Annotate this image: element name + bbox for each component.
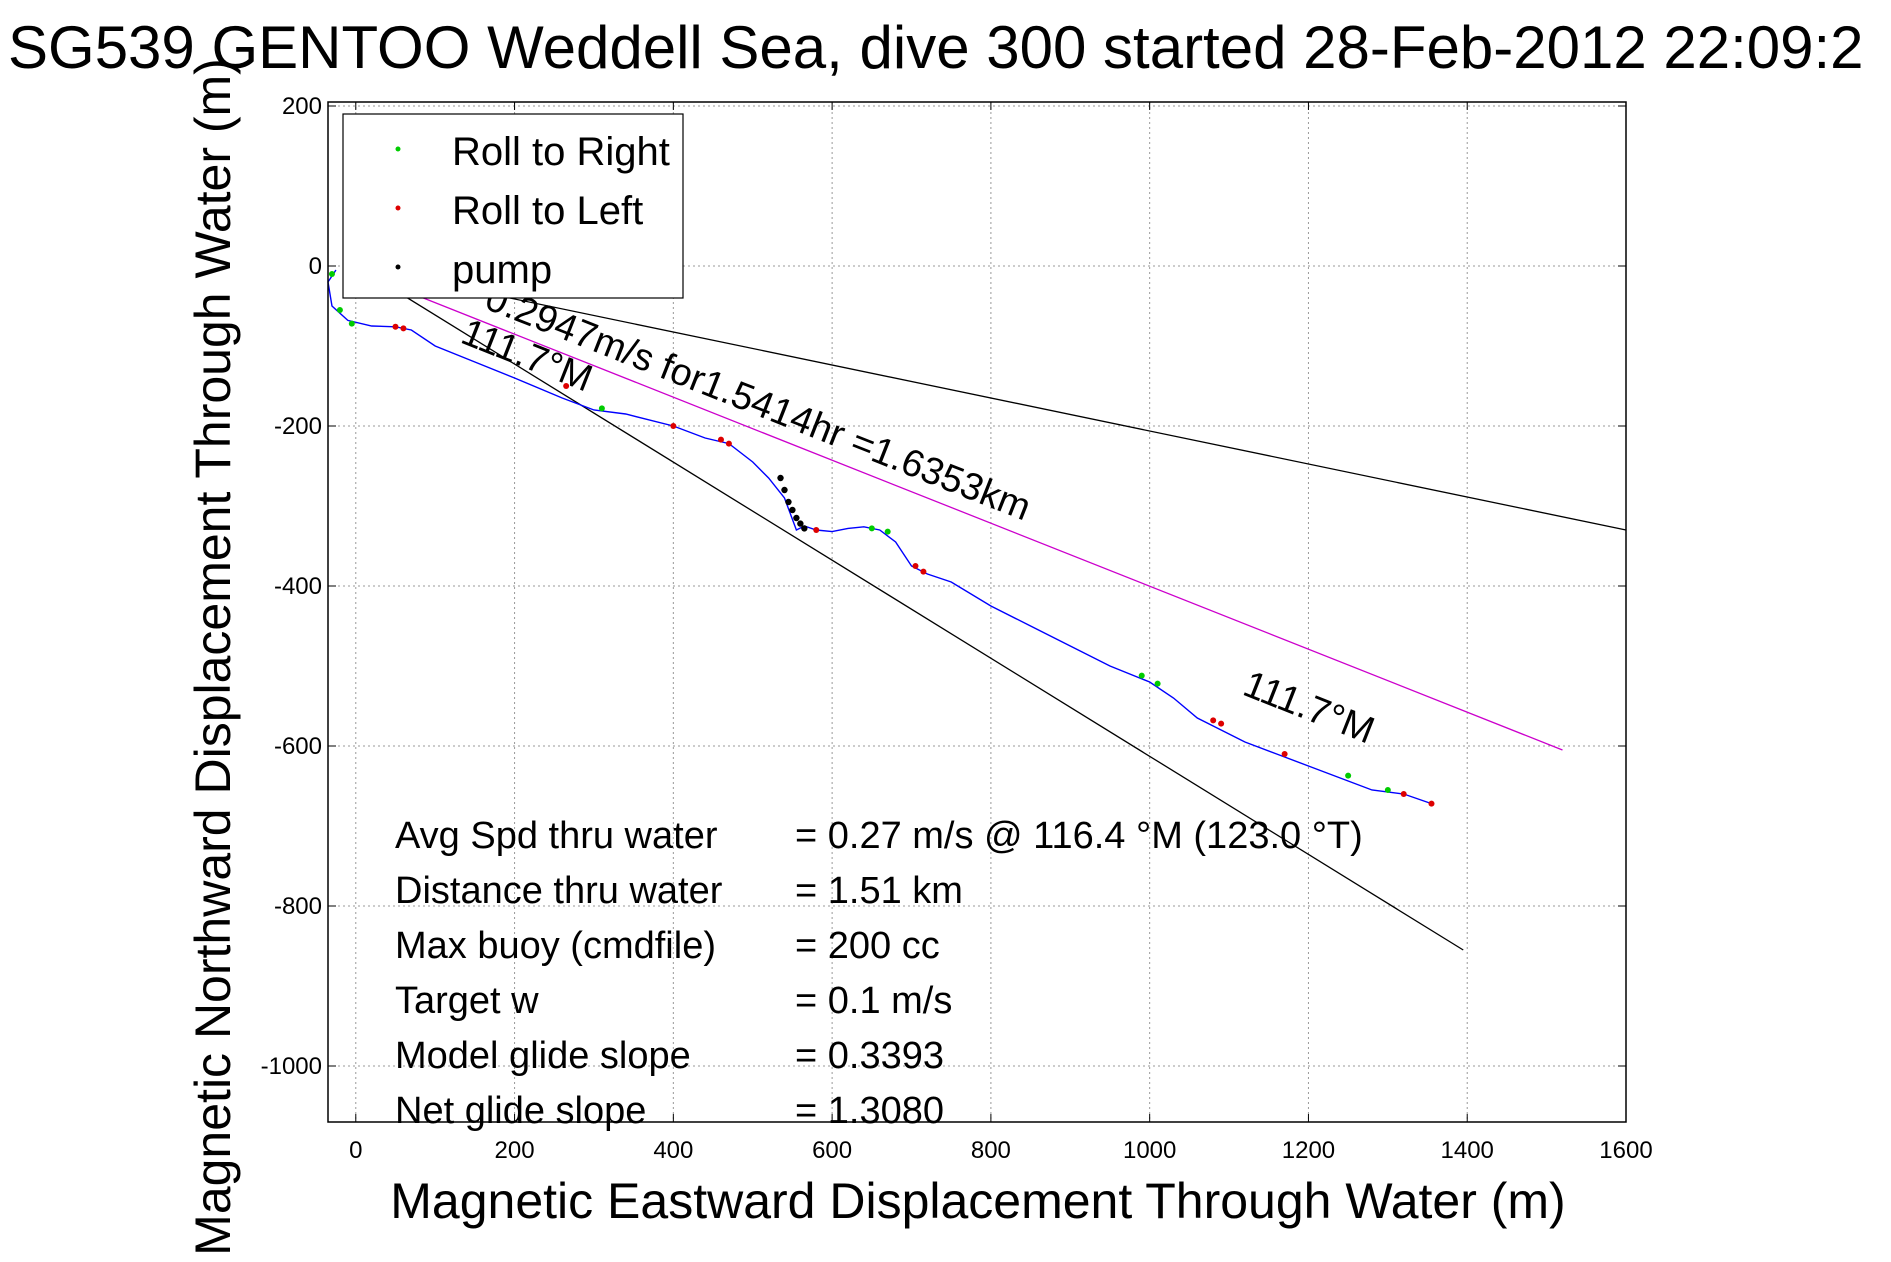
reference-line [355,265,1627,531]
x-tick-label: 1600 [1599,1137,1652,1164]
roll-left-marker [1218,720,1225,727]
roll-right-marker [348,320,355,327]
pump-marker [785,498,792,506]
roll-right-marker [328,271,335,277]
roll-left-marker [920,568,927,575]
legend[interactable]: Roll to Right Roll to Left pump [342,113,684,299]
legend-label: pump [452,248,552,292]
roll-right-marker [884,528,891,535]
y-axis-label: Magnetic Northward Displacement Through … [185,58,241,1256]
roll-left-marker [400,325,407,332]
y-tick-label: -200 [274,413,322,440]
stat-value: = 0.1 m/s [795,980,952,1022]
x-tick-label: 1000 [1123,1137,1176,1164]
stat-label: Avg Spd thru water [395,815,718,857]
stat-label: Max buoy (cmdfile) [395,925,716,967]
roll-right-marker [1384,787,1391,793]
roll-left-marker [725,440,732,447]
stat-label: Model glide slope [395,1035,691,1077]
stat-value: = 200 cc [795,925,940,967]
y-tick-label: -400 [274,573,322,600]
stat-label: Net glide slope [395,1090,646,1132]
legend-marker [395,146,401,152]
stat-label: Target w [395,980,539,1022]
legend-label: Roll to Right [452,130,670,174]
legend-marker [395,264,401,270]
pump-marker [789,506,796,514]
reference-lines [355,265,1627,951]
roll-left-marker [1210,717,1217,724]
roll-right-marker [1154,680,1161,687]
legend-marker [395,205,401,211]
roll-left-marker [392,323,399,330]
plot-frame [327,101,1627,1123]
roll-right-marker [1345,772,1352,779]
stat-label: Distance thru water [395,870,723,912]
reference-line [419,295,1563,751]
stat-value: = 1.3080 [795,1090,944,1132]
annotation: 0.2947m/s for1.5414hr =1.6353km [480,277,1037,529]
chart-title: SG539 GENTOO Weddell Sea, dive 300 start… [8,14,1864,81]
x-tick-label: 800 [971,1137,1011,1164]
roll-right-marker [336,307,343,313]
x-tick-label: 1400 [1441,1137,1494,1164]
y-tick-label: -600 [274,733,322,760]
roll-left-marker [813,527,820,533]
stat-value: = 1.51 km [795,870,963,912]
x-tick-label: 200 [495,1137,535,1164]
stat-value: = 0.27 m/s @ 116.4 °M (123.0 °T) [795,815,1363,857]
roll-left-marker [912,563,919,569]
roll-right-marker [1138,672,1145,679]
roll-left-marker [1428,800,1435,807]
roll-left-marker [717,436,724,443]
ticks: 0 200 400 600 800 1000 1200 1400 1600 200 0 -200 -40… [261,93,1653,1164]
roll-left-marker [563,383,570,389]
roll-left-marker [1281,751,1288,757]
roll-right-marker [868,525,875,532]
stat-value: = 0.3393 [795,1035,944,1077]
legend-label: Roll to Left [452,189,643,233]
roll-right-marker [598,405,605,412]
y-tick-label: 200 [282,93,322,120]
y-tick-label: -800 [274,893,322,920]
roll-left-marker [1400,791,1407,797]
x-tick-label: 600 [812,1137,852,1164]
x-axis-label: Magnetic Eastward Displacement Through W… [390,1173,1565,1229]
y-tick-label: -1000 [261,1053,322,1080]
track-line [327,269,1432,805]
markers [328,271,1435,807]
reference-line [355,265,1464,951]
stats-box: Avg Spd thru water = 0.27 m/s @ 116.4 °M … [395,815,1363,1132]
y-tick-label: 0 [309,253,322,280]
pump-marker [801,525,808,532]
pump-marker [777,474,784,482]
pump-marker [797,520,804,527]
x-tick-label: 0 [349,1137,362,1164]
roll-left-marker [670,423,677,429]
pump-marker [781,486,788,494]
x-tick-label: 1200 [1282,1137,1335,1164]
annotations: 0.2947m/s for1.5414hr =1.6353km111.7°M11… [456,277,1380,752]
x-tick-label: 400 [653,1137,693,1164]
track [327,269,1432,805]
pump-marker [793,514,800,522]
